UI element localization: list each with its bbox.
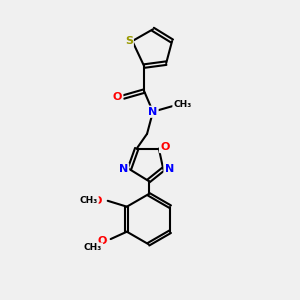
Text: N: N [148,107,158,117]
Text: S: S [125,36,133,46]
Text: O: O [93,196,102,206]
Text: CH₃: CH₃ [80,196,98,205]
Text: CH₃: CH₃ [173,100,191,109]
Text: O: O [113,92,122,102]
Text: N: N [119,164,128,174]
Text: O: O [97,236,106,245]
Text: N: N [164,164,174,174]
Text: O: O [160,142,169,152]
Text: CH₃: CH₃ [84,243,102,252]
